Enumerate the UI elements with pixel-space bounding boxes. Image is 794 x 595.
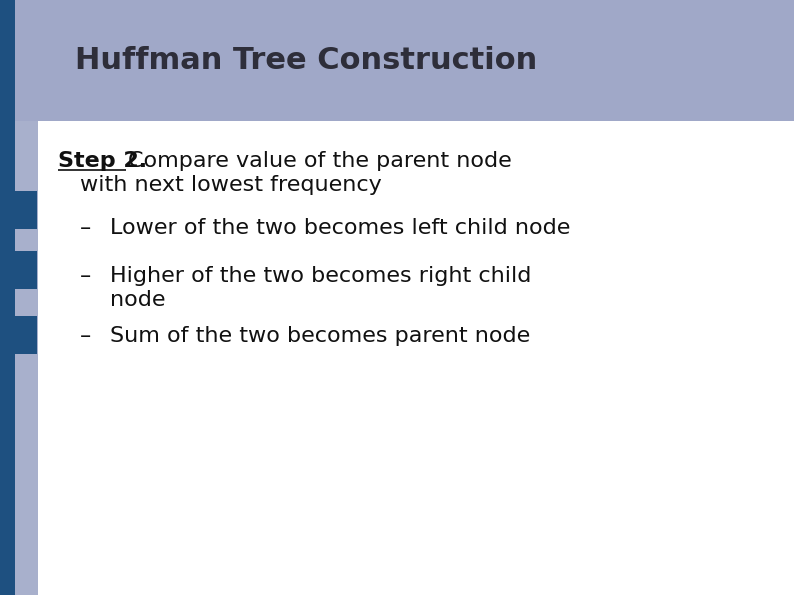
Text: Lower of the two becomes left child node: Lower of the two becomes left child node: [110, 218, 570, 238]
Text: Huffman Tree Construction: Huffman Tree Construction: [75, 46, 538, 75]
Text: Step 2.: Step 2.: [58, 151, 147, 171]
Bar: [15, 191, 37, 229]
Text: Sum of the two becomes parent node: Sum of the two becomes parent node: [110, 326, 530, 346]
Bar: [38, 121, 794, 595]
Text: –: –: [80, 266, 91, 286]
Text: Compare value of the parent node: Compare value of the parent node: [128, 151, 512, 171]
Bar: [0, 0, 794, 121]
Text: Higher of the two becomes right child: Higher of the two becomes right child: [110, 266, 531, 286]
Text: with next lowest frequency: with next lowest frequency: [80, 175, 382, 195]
Text: node: node: [110, 290, 165, 310]
Bar: [15, 251, 37, 289]
Text: –: –: [80, 326, 91, 346]
Text: –: –: [80, 218, 91, 238]
Bar: [15, 316, 37, 354]
Bar: [0, 0, 15, 595]
